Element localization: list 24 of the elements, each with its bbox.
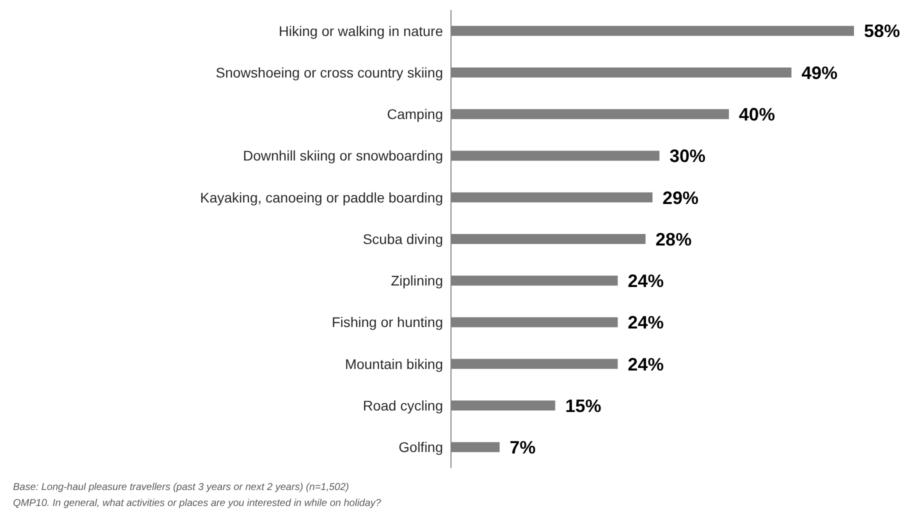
y-tick-label: Scuba diving [362, 230, 443, 247]
y-tick-label: Camping [386, 106, 443, 122]
y-tick-label: Road cycling [362, 398, 443, 414]
data-label: 49% [801, 62, 838, 83]
data-label: 28% [656, 229, 692, 250]
data-label: 24% [628, 271, 664, 292]
y-tick-label: Kayaking, canoeing or paddle boarding [200, 189, 443, 206]
y-tick-label: Mountain biking [344, 356, 443, 372]
data-label: 29% [662, 188, 699, 208]
data-label: 24% [628, 312, 664, 333]
y-tick-label: Fishing or hunting [332, 314, 443, 330]
data-label: 24% [628, 354, 664, 374]
text: QMP10. In general, what activities or places are you interested in while on holiday? [13, 497, 382, 511]
y-tick-label: Ziplining [390, 272, 443, 289]
text: Base: Long-haul pleasure travellers (past 3 years or next 2 years) (n=1,502) [13, 481, 350, 495]
y-tick-label: Downhill skiing or snowboarding [243, 148, 443, 164]
y-tick-label: Golfing [398, 439, 443, 456]
data-label: 15% [565, 396, 602, 416]
y-tick-label: Hiking or walking in nature [278, 22, 444, 39]
data-label: 40% [738, 104, 775, 124]
data-label: 30% [669, 146, 706, 166]
y-tick-label: Snowshoeing or cross country skiing [216, 64, 443, 80]
data-label: 58% [864, 21, 900, 42]
data-label: 7% [510, 438, 536, 458]
